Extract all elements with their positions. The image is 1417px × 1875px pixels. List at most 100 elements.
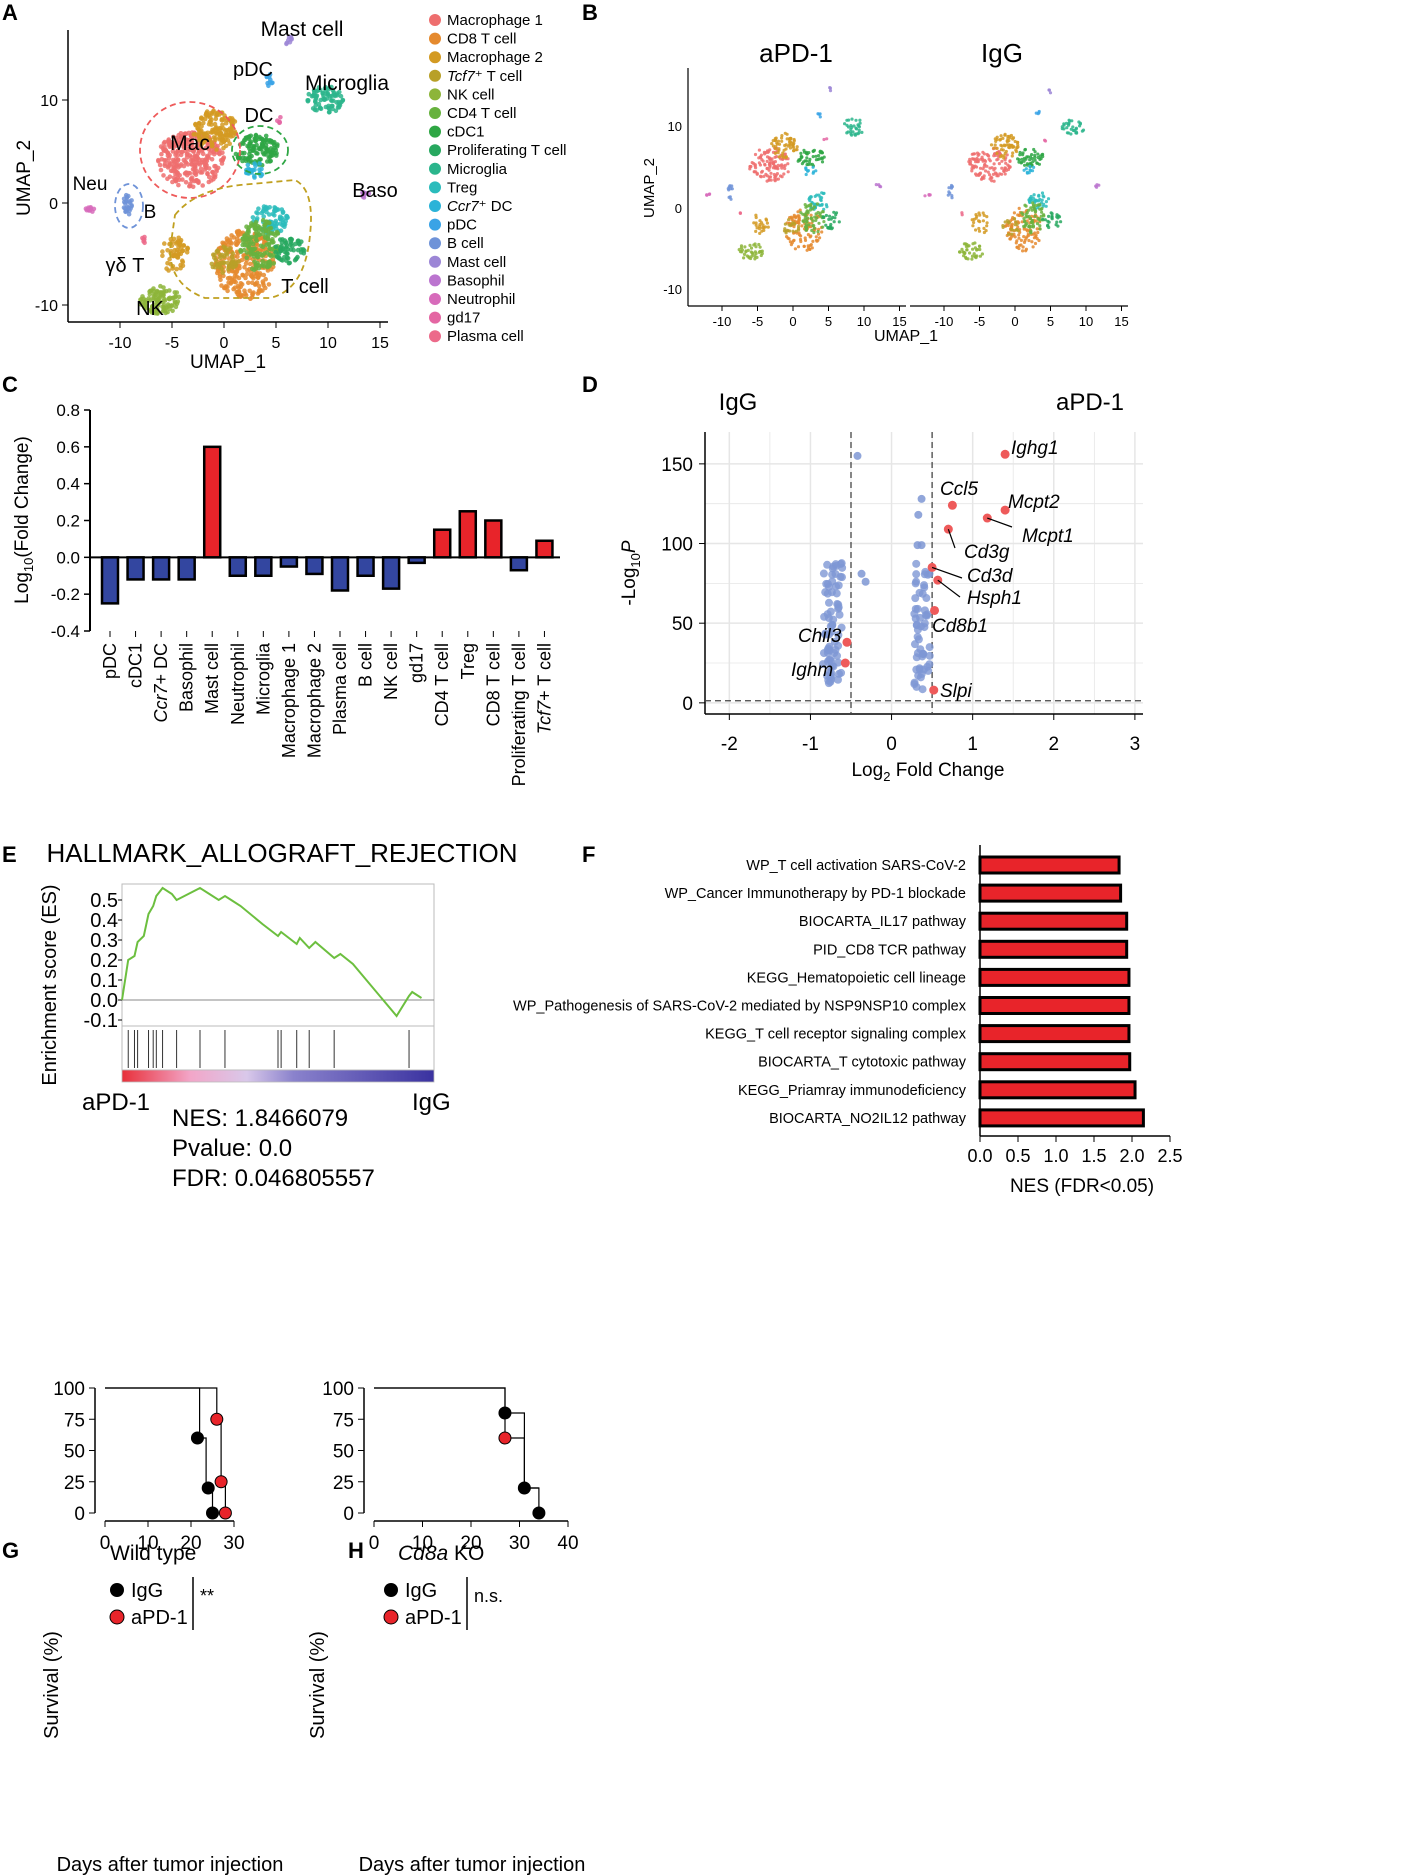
volcano-point (823, 657, 832, 666)
umap-dot (1031, 221, 1035, 225)
survival-g-legend-apd1: aPD-1 (131, 1607, 188, 1629)
umap-dot (1059, 220, 1063, 224)
umap-dot (757, 161, 762, 165)
umap-dot (977, 229, 982, 233)
umap-a-clusters (83, 34, 372, 316)
umap-dot (1010, 232, 1014, 236)
umap-dot (708, 192, 712, 196)
umap-dot (783, 152, 788, 156)
volcano-point (925, 660, 934, 669)
umap-dot (229, 241, 234, 246)
umap-dot (1023, 163, 1027, 167)
umap-dot (773, 155, 777, 159)
umap-dot (267, 212, 272, 217)
volcano-point (918, 685, 927, 694)
umap-dot (236, 275, 242, 281)
gsea-ytick-label: 0.4 (90, 910, 118, 932)
umap-dot (1003, 220, 1007, 224)
umap-dot (983, 163, 987, 167)
umap-dot (785, 132, 789, 136)
umap-dot (1007, 143, 1011, 147)
umap-dot (167, 288, 172, 293)
umap-dot (837, 220, 841, 224)
umap-dot (235, 230, 240, 235)
volcano-point-slpi (929, 685, 939, 695)
umap-dot (824, 213, 829, 218)
volcano-point (834, 658, 843, 667)
umap-dot (810, 246, 814, 250)
umap-dot (766, 150, 770, 154)
umap-a-region-label: T cell (281, 276, 328, 298)
survival-g-legend-igg: IgG (131, 1580, 163, 1602)
umap-dot (1007, 220, 1011, 224)
umap-dot (811, 239, 815, 243)
umap-dot (1012, 211, 1017, 215)
umap-dot (791, 229, 795, 233)
umap-dot (786, 162, 790, 166)
umap-dot (284, 255, 290, 260)
umap-dot (209, 140, 214, 145)
panel-label-e: E (2, 842, 17, 867)
umap-dot (188, 154, 194, 160)
umap-dot (184, 172, 190, 178)
umap-dot (1074, 126, 1078, 130)
umap-dot (1033, 241, 1038, 246)
umap-dot (784, 156, 788, 160)
umap-dot (202, 116, 208, 122)
volcano-point (912, 559, 921, 568)
umap-dot (1023, 220, 1027, 224)
umap-dot (214, 112, 220, 118)
nes-bar (978, 967, 1131, 987)
umap-dot (1032, 165, 1036, 169)
volcano-point-ighg1 (1000, 449, 1010, 459)
umap-dot (754, 166, 758, 170)
umap-dot (1040, 191, 1045, 195)
volcano-point (826, 622, 835, 631)
survival-xtick-label: 30 (509, 1533, 530, 1554)
umap-dot (318, 106, 324, 112)
umap-dot (974, 213, 978, 217)
umap-dot (232, 277, 237, 282)
umap-dot (262, 222, 268, 227)
umap-dot (985, 221, 989, 225)
umap-dot (981, 167, 985, 171)
umap-dot (1003, 172, 1007, 176)
umap-b-xtick-label: -5 (752, 314, 764, 329)
umap-dot (1007, 134, 1011, 138)
volcano-xtick-label: 2 (1048, 734, 1059, 755)
umap-dot (1023, 148, 1027, 152)
umap-dot (1028, 230, 1033, 234)
umap-dot (338, 93, 344, 99)
nes-bar (978, 1080, 1137, 1100)
umap-dot (1040, 210, 1044, 214)
umap-dot (763, 152, 767, 156)
survival-xtick-label: 20 (180, 1533, 201, 1554)
umap-dot (1065, 126, 1069, 130)
panel-label-b: B (582, 0, 598, 25)
bar-c-category-label: Treg (458, 643, 478, 679)
umap-dot (783, 163, 787, 167)
umap-dot (821, 225, 825, 229)
panel-c: C 0.8 0.6 0.4 0.2 0.0 -0.2 -0.4 Log10(Fold Chan… (2, 372, 560, 786)
umap-dot (852, 124, 856, 128)
umap-dot (993, 171, 998, 175)
volcano-gene-label: Slpi (940, 681, 972, 702)
umap-dot (1057, 215, 1062, 219)
nes-xlabel: NES (FDR<0.05) (1010, 1176, 1154, 1197)
umap-dot (1040, 153, 1044, 157)
umap-dot (172, 168, 177, 173)
umap-dot (812, 226, 817, 230)
umap-dot (752, 243, 756, 247)
umap-dot (753, 250, 758, 254)
legend-swatch (429, 330, 441, 343)
umap-dot (1095, 185, 1099, 189)
bar-c-ylabel-part: 10 (21, 558, 36, 572)
umap-dot (742, 256, 746, 260)
umap-dot (173, 294, 178, 300)
umap-dot (1048, 91, 1053, 95)
umap-dot (178, 163, 183, 169)
volcano-point (831, 645, 840, 654)
bar-c-pdc (100, 556, 120, 605)
umap-dot (818, 115, 822, 119)
umap-dot (178, 152, 184, 158)
